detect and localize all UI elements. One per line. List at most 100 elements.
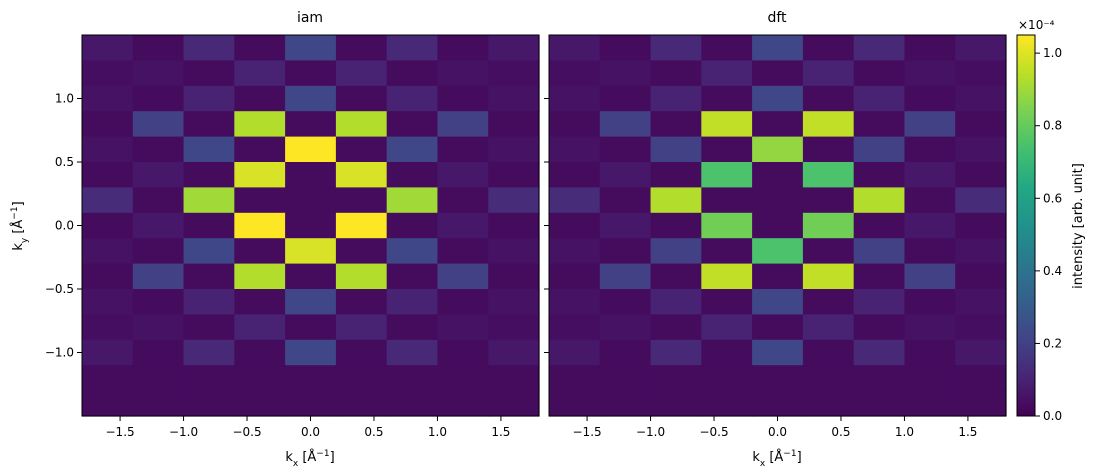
- x-tick-label: 1.5: [491, 425, 510, 439]
- heatmap-cell: [904, 390, 956, 417]
- x-tick-label: −0.5: [232, 425, 261, 439]
- heatmap-cell: [650, 187, 702, 214]
- heatmap-cell: [599, 238, 652, 265]
- heatmap-cell: [599, 339, 652, 366]
- heatmap-cell: [853, 289, 906, 315]
- heatmap-cell: [386, 314, 439, 341]
- heatmap-cell: [650, 136, 702, 163]
- y-ticks-iam: 1.0 0.5 0.0 −0.5 −1.0: [45, 92, 82, 360]
- heatmap-cell: [853, 365, 906, 392]
- heatmap-cell: [132, 136, 185, 163]
- heatmap-cell: [904, 289, 956, 315]
- x-ticks-iam: −1.5 −1.0 −0.5 0.0 0.5 1.0 1.5: [106, 416, 510, 439]
- heatmap-cell: [955, 187, 1007, 214]
- heatmap-cell: [752, 339, 804, 366]
- heatmap-cell: [132, 162, 185, 188]
- heatmap-cell: [904, 365, 956, 392]
- heatmap-cell: [701, 263, 753, 290]
- heatmap-cell: [234, 339, 286, 366]
- heatmap-cell: [701, 85, 753, 112]
- heatmap-cell: [701, 111, 753, 138]
- heatmap-cell: [132, 339, 185, 366]
- heatmap-cell: [752, 365, 804, 392]
- heatmap-cell: [701, 35, 753, 61]
- heatmap-cell: [335, 339, 388, 366]
- heatmap-cell: [650, 35, 702, 61]
- x-tick-label: 1.0: [428, 425, 447, 439]
- heatmap-cell: [386, 339, 439, 366]
- heatmap-cell: [488, 289, 540, 315]
- heatmap-cell: [599, 35, 652, 61]
- heatmap-cell: [488, 263, 540, 290]
- heatmap-cell: [701, 238, 753, 265]
- heatmap-cell: [650, 263, 702, 290]
- heatmap-cell: [599, 162, 652, 188]
- heatmap-cell: [132, 35, 185, 61]
- heatmap-cell: [549, 314, 601, 341]
- heatmap-cell: [183, 365, 235, 392]
- heatmap-cell: [132, 289, 185, 315]
- x-tick-label: −0.5: [699, 425, 728, 439]
- heatmap-cell: [955, 238, 1007, 265]
- heatmap-cell: [549, 263, 601, 290]
- heatmap-cell: [853, 187, 906, 214]
- heatmap-cell: [437, 35, 489, 61]
- heatmap-cell: [386, 289, 439, 315]
- heatmap-cell: [650, 162, 702, 188]
- heatmap-cell: [549, 339, 601, 366]
- heatmap-cell: [183, 212, 235, 239]
- x-axis-label-iam: kx [Å−1]: [285, 449, 334, 469]
- heatmap-cell: [802, 85, 855, 112]
- heatmap-cell: [904, 85, 956, 112]
- heatmap-cell: [183, 289, 235, 315]
- heatmap-cell: [752, 238, 804, 265]
- heatmap-cell: [650, 289, 702, 315]
- heatmap-cell: [488, 111, 540, 138]
- heatmap-cell: [955, 162, 1007, 188]
- heatmap-cell: [599, 60, 652, 87]
- heatmap-cell: [650, 314, 702, 341]
- heatmap-cell: [701, 162, 753, 188]
- heatmap-cell: [335, 85, 388, 112]
- heatmap-cell: [853, 35, 906, 61]
- heatmap-cell: [335, 238, 388, 265]
- heatmap-cell: [549, 85, 601, 112]
- heatmap-cell: [386, 85, 439, 112]
- heatmap-cell: [853, 136, 906, 163]
- heatmap-cell: [488, 314, 540, 341]
- heatmap-cell: [802, 238, 855, 265]
- heatmap-cell: [650, 212, 702, 239]
- x-tick-label: 0.0: [768, 425, 787, 439]
- heatmap-cell: [82, 60, 134, 87]
- y-tick-label: 0.5: [55, 155, 74, 169]
- heatmap-cell: [752, 212, 804, 239]
- heatmap-cell: [335, 187, 388, 214]
- x-tick-label: −1.5: [106, 425, 135, 439]
- heatmap-cell: [234, 390, 286, 417]
- heatmap-cell: [82, 187, 134, 214]
- colorbar-tick-label: 0.0: [1043, 409, 1062, 423]
- heatmap-cell: [955, 85, 1007, 112]
- heatmap-cell: [752, 187, 804, 214]
- heatmap-cell: [234, 35, 286, 61]
- heatmap-cell: [437, 314, 489, 341]
- heatmap-cell: [386, 390, 439, 417]
- heatmap-cell: [488, 85, 540, 112]
- heatmap-cell: [955, 314, 1007, 341]
- heatmap-cell: [955, 289, 1007, 315]
- heatmap-cell: [335, 111, 388, 138]
- heatmap-cell: [335, 390, 388, 417]
- heatmap-cell: [183, 111, 235, 138]
- x-tick-label: 0.5: [831, 425, 850, 439]
- heatmap-cell: [82, 365, 134, 392]
- heatmap-cells-dft: [549, 35, 1007, 417]
- heatmap-cell: [183, 162, 235, 188]
- y-tick-label: 1.0: [55, 92, 74, 106]
- heatmap-cell: [183, 390, 235, 417]
- heatmap-cell: [285, 263, 337, 290]
- heatmap-cell: [183, 85, 235, 112]
- heatmap-cell: [853, 212, 906, 239]
- heatmap-cell: [853, 314, 906, 341]
- heatmap-cell: [701, 289, 753, 315]
- y-tick-label: 0.0: [55, 219, 74, 233]
